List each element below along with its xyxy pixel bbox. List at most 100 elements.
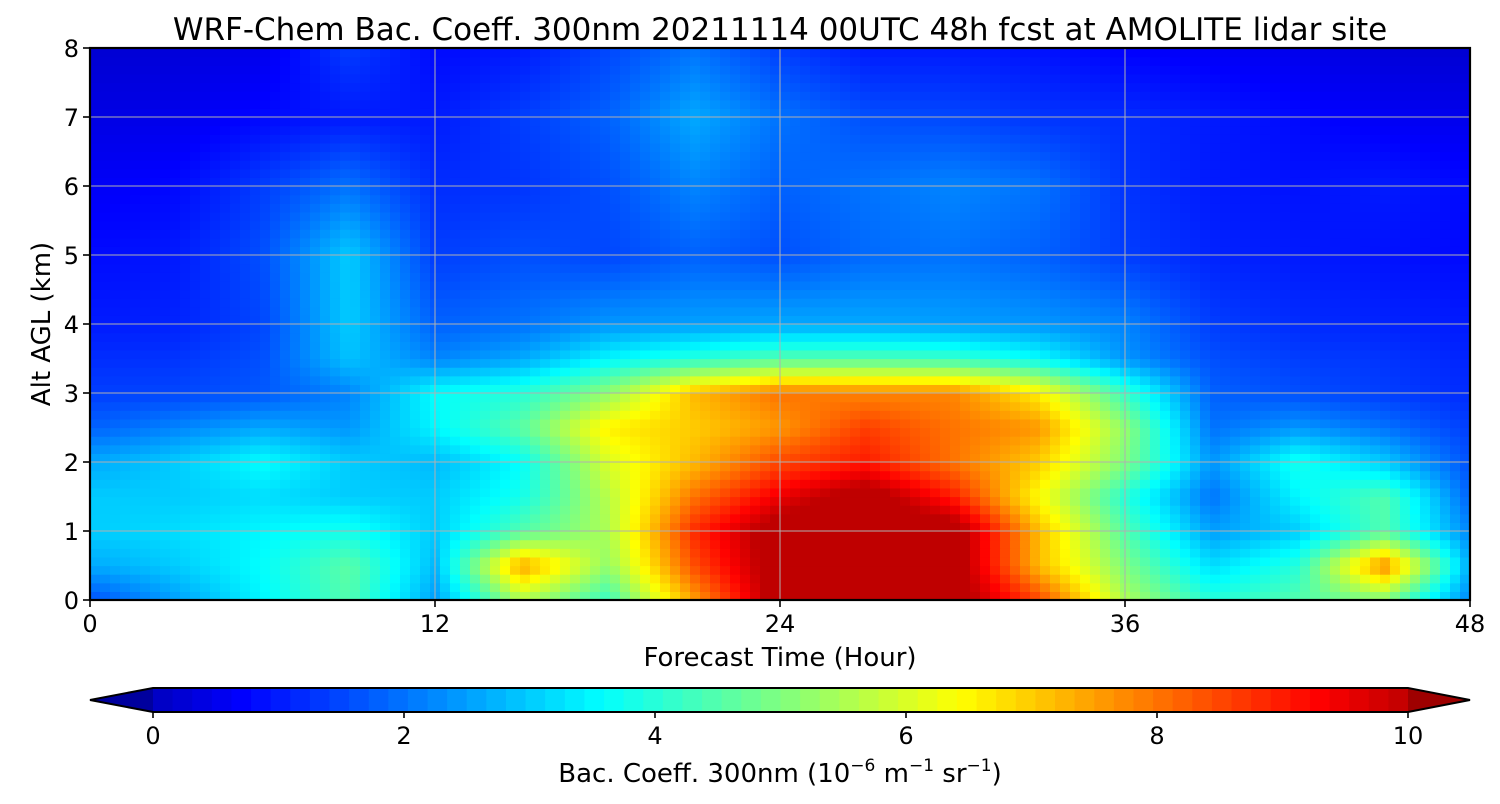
heatmap-cell	[160, 384, 171, 394]
heatmap-cell	[1030, 298, 1041, 308]
heatmap-cell	[100, 418, 111, 429]
heatmap-cell	[1350, 531, 1361, 541]
heatmap-cell	[990, 289, 1001, 299]
heatmap-cell	[1390, 548, 1401, 558]
heatmap-cell	[380, 427, 391, 437]
heatmap-cell	[310, 375, 321, 385]
heatmap-cell	[1100, 289, 1111, 299]
heatmap-cell	[1240, 505, 1251, 515]
heatmap-cell	[670, 453, 681, 463]
heatmap-cell	[1200, 306, 1211, 316]
heatmap-cell	[990, 332, 1001, 342]
heatmap-cell	[340, 496, 351, 506]
heatmap-cell	[550, 289, 561, 299]
heatmap-cell	[1390, 479, 1401, 489]
heatmap-cell	[1250, 384, 1261, 394]
heatmap-cell	[1380, 479, 1391, 489]
heatmap-cell	[290, 574, 301, 584]
heatmap-cell	[970, 582, 981, 592]
heatmap-cell	[770, 358, 781, 368]
heatmap-cell	[1390, 315, 1401, 325]
heatmap-cell	[1260, 556, 1271, 567]
heatmap-cell	[1050, 574, 1061, 584]
heatmap-cell	[690, 487, 701, 498]
heatmap-cell	[1190, 332, 1201, 342]
heatmap-cell	[1340, 496, 1351, 506]
heatmap-cell	[410, 349, 421, 360]
heatmap-cell	[790, 496, 801, 506]
heatmap-cell	[390, 393, 401, 403]
heatmap-cell	[860, 531, 871, 541]
heatmap-cell	[480, 298, 491, 308]
heatmap-cell	[910, 393, 921, 403]
heatmap-cell	[920, 324, 931, 334]
heatmap-cell	[300, 574, 311, 584]
heatmap-cell	[1080, 513, 1091, 523]
heatmap-cell	[1060, 375, 1071, 385]
heatmap-cell	[1400, 418, 1411, 429]
heatmap-cell	[400, 427, 411, 437]
heatmap-cell	[330, 298, 341, 308]
heatmap-cell	[440, 522, 451, 532]
heatmap-cell	[560, 410, 571, 420]
heatmap-cell	[860, 324, 871, 334]
heatmap-cell	[810, 462, 821, 472]
heatmap-cell	[910, 324, 921, 334]
heatmap-cell	[1080, 539, 1091, 549]
heatmap-cell	[750, 427, 761, 437]
heatmap-cell	[1100, 531, 1111, 541]
heatmap-cell	[1150, 548, 1161, 558]
heatmap-cell	[550, 582, 561, 592]
heatmap-cell	[520, 315, 531, 325]
heatmap-cell	[640, 591, 651, 600]
heatmap-cell	[1280, 384, 1291, 394]
heatmap-cell	[630, 410, 641, 420]
heatmap-cell	[820, 574, 831, 584]
heatmap-cell	[960, 384, 971, 394]
heatmap-cell	[880, 548, 891, 558]
heatmap-cell	[1250, 315, 1261, 325]
heatmap-cell	[560, 315, 571, 325]
heatmap-cell	[580, 410, 591, 420]
heatmap-cell	[910, 574, 921, 584]
heatmap-cell	[1210, 375, 1221, 385]
heatmap-cell	[980, 436, 991, 446]
heatmap-cell	[1020, 531, 1031, 541]
heatmap-cell	[660, 367, 671, 377]
heatmap-cell	[1270, 341, 1281, 351]
heatmap-cell	[1320, 367, 1331, 377]
heatmap-cell	[380, 505, 391, 515]
heatmap-cell	[290, 289, 301, 299]
heatmap-cell	[720, 349, 731, 360]
heatmap-cell	[930, 324, 941, 334]
heatmap-cell	[450, 401, 461, 411]
heatmap-cell	[1400, 513, 1411, 523]
heatmap-cell	[550, 522, 561, 532]
heatmap-cell	[450, 358, 461, 368]
heatmap-cell	[560, 487, 571, 498]
heatmap-cell	[1070, 358, 1081, 368]
heatmap-cell	[110, 332, 121, 342]
heatmap-cell	[1210, 393, 1221, 403]
heatmap-cell	[660, 505, 671, 515]
heatmap-cell	[360, 418, 371, 429]
heatmap-cell	[440, 418, 451, 429]
heatmap-cell	[890, 375, 901, 385]
heatmap-cell	[960, 574, 971, 584]
heatmap-cell	[230, 539, 241, 549]
heatmap-cell	[630, 367, 641, 377]
heatmap-cell	[1450, 531, 1461, 541]
heatmap-cell	[830, 565, 841, 575]
heatmap-cell	[1040, 531, 1051, 541]
heatmap-cell	[1440, 496, 1451, 506]
heatmap-cell	[1010, 358, 1021, 368]
heatmap-cell	[760, 410, 771, 420]
heatmap-cell	[670, 531, 681, 541]
heatmap-cell	[1330, 453, 1341, 463]
heatmap-cell	[1370, 556, 1381, 567]
heatmap-cell	[620, 531, 631, 541]
heatmap-cell	[510, 444, 521, 454]
heatmap-cell	[520, 358, 531, 368]
heatmap-cell	[530, 367, 541, 377]
heatmap-cell	[820, 401, 831, 411]
